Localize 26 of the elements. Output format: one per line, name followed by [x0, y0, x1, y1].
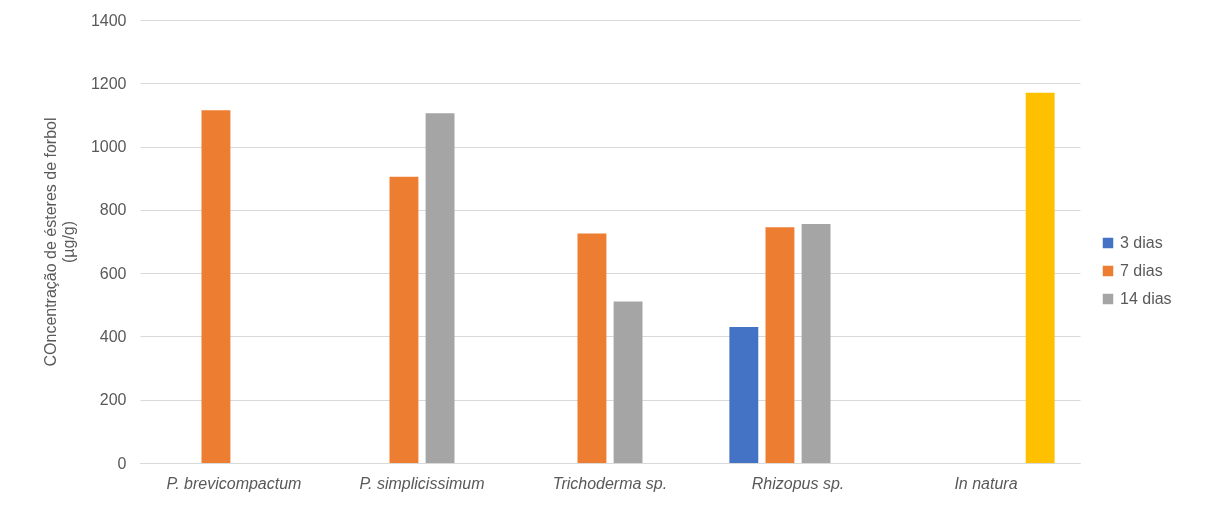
legend-label: 7 dias — [1120, 262, 1163, 279]
x-tick-label: Rhizopus sp. — [751, 474, 845, 492]
y-tick-label: 1200 — [90, 74, 127, 92]
y-tick-label: 0 — [117, 454, 127, 472]
bar — [201, 110, 231, 463]
bar — [801, 224, 831, 463]
legend-label: 3 dias — [1120, 234, 1163, 251]
legend-label: 14 dias — [1120, 290, 1172, 307]
y-axis-title: COncentração de ésteres de forbol (µg/g) — [41, 117, 77, 367]
bar — [613, 301, 643, 463]
bar — [1025, 92, 1055, 463]
bar — [389, 176, 419, 463]
bar — [425, 113, 455, 463]
y-tick-label: 800 — [99, 201, 127, 219]
x-tick-label: P. simplicissimum — [359, 474, 485, 492]
y-tick-label: 200 — [99, 391, 127, 409]
bar — [577, 233, 607, 463]
x-tick-label: Trichoderma sp. — [552, 474, 668, 492]
x-tick-label: In natura — [954, 474, 1018, 492]
y-tick-label: 1400 — [90, 11, 127, 29]
y-tick-label: 1000 — [90, 138, 127, 156]
bar — [765, 227, 795, 463]
y-tick-label: 600 — [99, 264, 127, 282]
bar — [729, 326, 759, 463]
y-tick-label: 400 — [99, 327, 127, 345]
x-tick-label: P. brevicompactum — [166, 474, 302, 492]
